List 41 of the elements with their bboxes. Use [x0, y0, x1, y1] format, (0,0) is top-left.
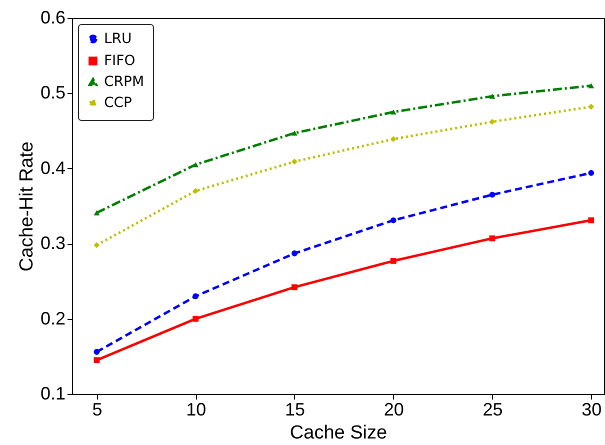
x-tick-label: 5 — [92, 400, 102, 420]
y-axis-title: Cache-Hit Rate — [16, 142, 38, 272]
point — [390, 217, 396, 224]
legend-label: LRU — [104, 31, 132, 47]
point — [489, 235, 496, 242]
point — [292, 250, 298, 256]
point — [192, 293, 199, 300]
point — [94, 348, 100, 355]
legend-label: FIFO — [104, 53, 136, 69]
x-tick-label: 15 — [284, 400, 306, 420]
point — [588, 83, 594, 88]
point — [390, 109, 396, 115]
point — [588, 104, 594, 110]
point — [489, 192, 496, 198]
x-tick-label: 30 — [582, 400, 602, 420]
y-tick-label: 0.2 — [40, 308, 66, 328]
point — [292, 158, 298, 165]
point — [390, 136, 396, 142]
x-tick-label: 10 — [186, 400, 206, 420]
point — [192, 188, 199, 194]
point — [390, 258, 396, 264]
y-tick-label: 0.3 — [40, 233, 66, 254]
point — [192, 162, 199, 168]
point — [292, 130, 298, 136]
x-tick-label: 25 — [482, 400, 503, 420]
y-tick-label: 0.1 — [40, 384, 66, 404]
x-axis-title: Cache Size — [290, 422, 388, 444]
point — [192, 316, 199, 322]
y-tick-label: 0.4 — [40, 158, 66, 178]
y-tick-label: 0.5 — [40, 82, 66, 103]
point — [588, 217, 594, 224]
legend-label: CCP — [104, 95, 132, 111]
x-tick-label: 20 — [384, 400, 404, 420]
y-tick-label: 0.6 — [40, 8, 66, 28]
point — [588, 170, 594, 176]
point — [94, 357, 100, 364]
point — [489, 94, 496, 99]
point — [94, 210, 100, 216]
point — [292, 284, 298, 290]
point — [94, 242, 100, 248]
legend-label: CRPM — [104, 74, 144, 90]
